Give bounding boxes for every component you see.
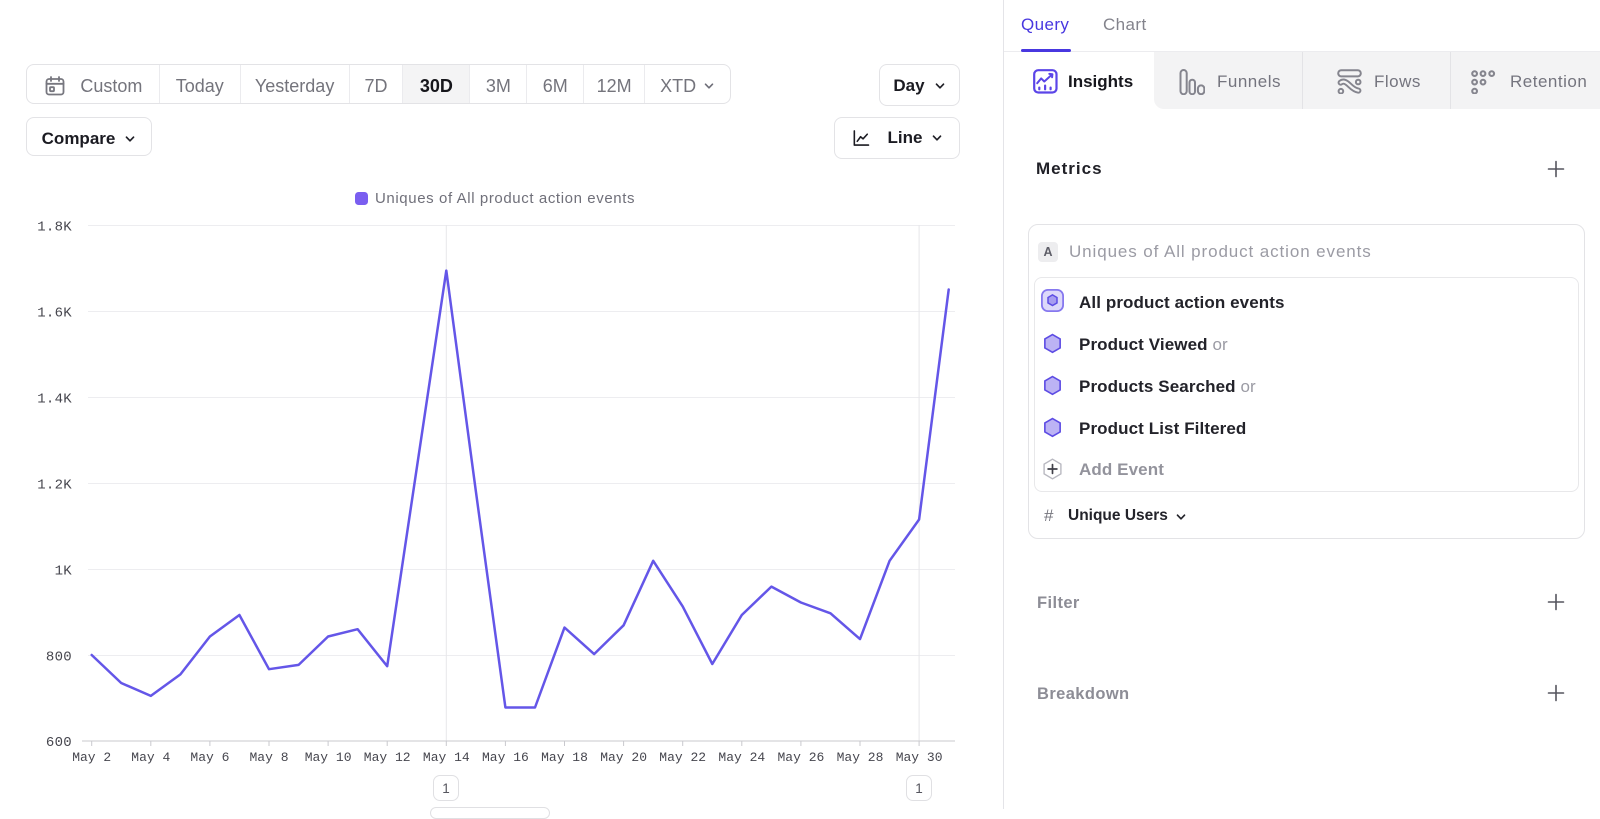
svg-text:May 10: May 10	[305, 750, 352, 765]
svg-text:May 28: May 28	[837, 750, 884, 765]
svg-text:May 30: May 30	[896, 750, 943, 765]
svg-text:1.2K: 1.2K	[37, 478, 72, 494]
svg-text:May 12: May 12	[364, 750, 411, 765]
svg-text:1.6K: 1.6K	[37, 306, 72, 322]
svg-text:May 26: May 26	[777, 750, 824, 765]
svg-text:1K: 1K	[55, 564, 73, 580]
svg-text:May 4: May 4	[131, 750, 170, 765]
svg-text:May 20: May 20	[600, 750, 647, 765]
svg-text:800: 800	[46, 650, 72, 666]
svg-text:May 2: May 2	[72, 750, 111, 765]
svg-text:600: 600	[46, 735, 72, 751]
svg-text:May 6: May 6	[190, 750, 229, 765]
svg-text:May 24: May 24	[718, 750, 765, 765]
svg-text:May 22: May 22	[659, 750, 706, 765]
svg-text:May 14: May 14	[423, 750, 470, 765]
svg-text:1.8K: 1.8K	[37, 220, 72, 236]
svg-text:May 18: May 18	[541, 750, 588, 765]
svg-text:May 8: May 8	[249, 750, 288, 765]
svg-text:1.4K: 1.4K	[37, 392, 72, 408]
svg-text:May 16: May 16	[482, 750, 529, 765]
